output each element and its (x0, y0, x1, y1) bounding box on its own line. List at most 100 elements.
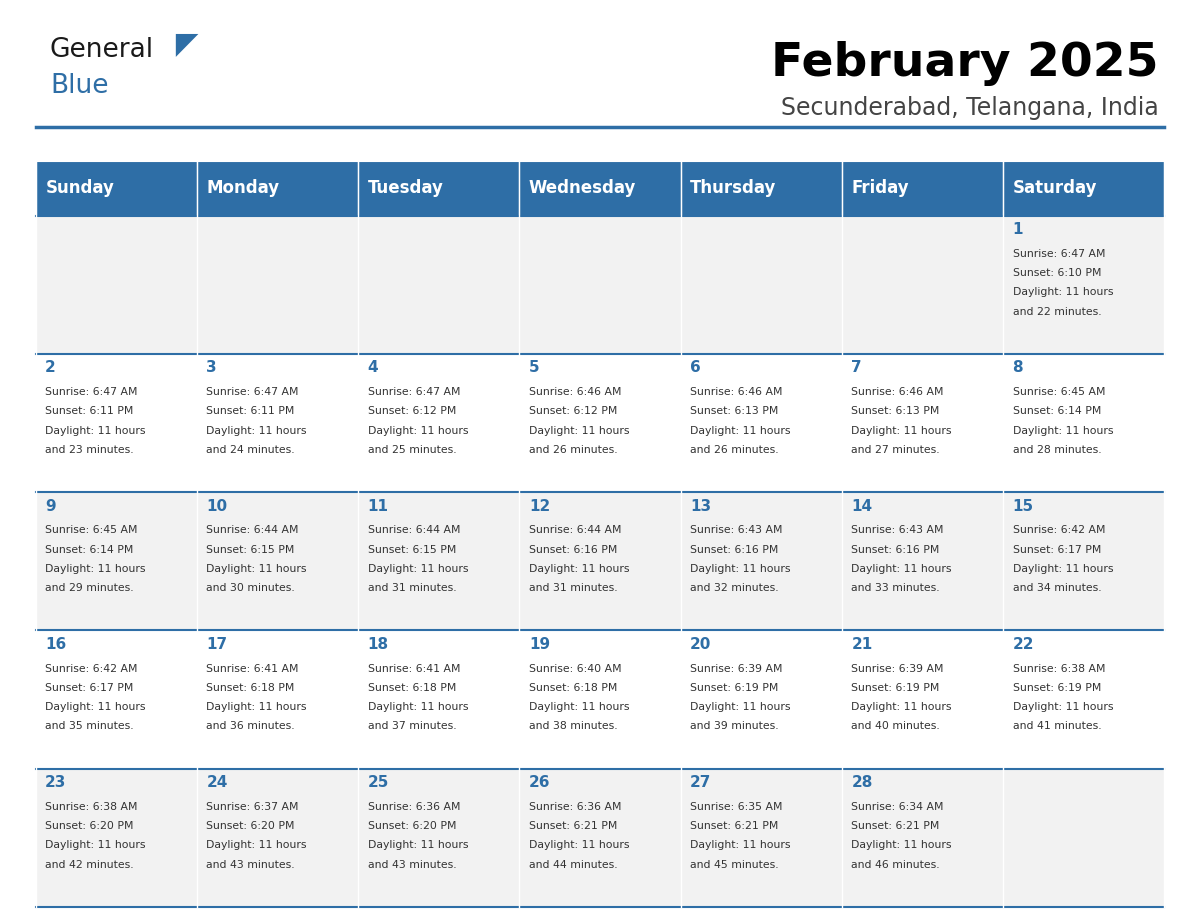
Text: Daylight: 11 hours: Daylight: 11 hours (1012, 702, 1113, 712)
Text: Sunday: Sunday (45, 179, 114, 197)
Text: 7: 7 (852, 361, 862, 375)
Text: General: General (50, 37, 154, 62)
Text: and 44 minutes.: and 44 minutes. (529, 859, 618, 869)
Text: 27: 27 (690, 775, 712, 790)
Text: Sunset: 6:14 PM: Sunset: 6:14 PM (45, 544, 133, 554)
Bar (681, 161, 842, 216)
Text: and 41 minutes.: and 41 minutes. (1012, 722, 1101, 732)
Text: Sunrise: 6:46 AM: Sunrise: 6:46 AM (690, 387, 783, 397)
Text: Wednesday: Wednesday (529, 179, 637, 197)
Text: and 31 minutes.: and 31 minutes. (529, 583, 618, 593)
Text: and 28 minutes.: and 28 minutes. (1012, 445, 1101, 454)
Text: Daylight: 11 hours: Daylight: 11 hours (45, 840, 146, 850)
Bar (36, 631, 197, 768)
Text: Monday: Monday (207, 179, 279, 197)
Text: and 24 minutes.: and 24 minutes. (207, 445, 295, 454)
Bar (519, 768, 681, 907)
Text: 23: 23 (45, 775, 67, 790)
Bar (197, 492, 358, 631)
Text: Sunset: 6:12 PM: Sunset: 6:12 PM (529, 407, 618, 416)
Text: Daylight: 11 hours: Daylight: 11 hours (690, 702, 790, 712)
Text: 25: 25 (367, 775, 388, 790)
Text: Sunrise: 6:45 AM: Sunrise: 6:45 AM (45, 525, 138, 535)
Text: Sunset: 6:16 PM: Sunset: 6:16 PM (690, 544, 778, 554)
Text: Daylight: 11 hours: Daylight: 11 hours (367, 426, 468, 435)
Text: Sunrise: 6:39 AM: Sunrise: 6:39 AM (690, 664, 783, 674)
Text: and 42 minutes.: and 42 minutes. (45, 859, 134, 869)
Bar (681, 216, 842, 354)
Text: Sunset: 6:16 PM: Sunset: 6:16 PM (529, 544, 618, 554)
Text: 24: 24 (207, 775, 228, 790)
Bar (842, 161, 1003, 216)
Text: Saturday: Saturday (1012, 179, 1098, 197)
Text: 18: 18 (367, 637, 388, 652)
Text: Sunset: 6:17 PM: Sunset: 6:17 PM (1012, 544, 1101, 554)
Text: Daylight: 11 hours: Daylight: 11 hours (207, 840, 307, 850)
Polygon shape (176, 34, 198, 57)
Text: 21: 21 (852, 637, 872, 652)
Text: 3: 3 (207, 361, 217, 375)
Text: 11: 11 (367, 498, 388, 514)
Bar (36, 768, 197, 907)
Bar (842, 354, 1003, 492)
Text: Daylight: 11 hours: Daylight: 11 hours (529, 840, 630, 850)
Text: Daylight: 11 hours: Daylight: 11 hours (852, 840, 952, 850)
Bar (519, 631, 681, 768)
Text: Daylight: 11 hours: Daylight: 11 hours (207, 702, 307, 712)
Bar (197, 768, 358, 907)
Text: Sunrise: 6:47 AM: Sunrise: 6:47 AM (1012, 249, 1105, 259)
Text: and 40 minutes.: and 40 minutes. (852, 722, 940, 732)
Text: and 43 minutes.: and 43 minutes. (207, 859, 295, 869)
Text: Daylight: 11 hours: Daylight: 11 hours (852, 564, 952, 574)
Bar (358, 216, 519, 354)
Text: Sunrise: 6:42 AM: Sunrise: 6:42 AM (1012, 525, 1105, 535)
Text: Sunrise: 6:42 AM: Sunrise: 6:42 AM (45, 664, 138, 674)
Text: Daylight: 11 hours: Daylight: 11 hours (45, 564, 146, 574)
Text: Sunset: 6:19 PM: Sunset: 6:19 PM (1012, 683, 1101, 693)
Bar (358, 631, 519, 768)
Text: 26: 26 (529, 775, 550, 790)
Text: 17: 17 (207, 637, 227, 652)
Text: Sunrise: 6:41 AM: Sunrise: 6:41 AM (367, 664, 460, 674)
Text: Sunrise: 6:43 AM: Sunrise: 6:43 AM (852, 525, 943, 535)
Text: and 26 minutes.: and 26 minutes. (529, 445, 618, 454)
Text: Sunrise: 6:38 AM: Sunrise: 6:38 AM (1012, 664, 1105, 674)
Text: Tuesday: Tuesday (368, 179, 443, 197)
Text: Daylight: 11 hours: Daylight: 11 hours (45, 702, 146, 712)
Text: Sunrise: 6:43 AM: Sunrise: 6:43 AM (690, 525, 783, 535)
Text: Sunrise: 6:44 AM: Sunrise: 6:44 AM (207, 525, 299, 535)
Text: Daylight: 11 hours: Daylight: 11 hours (690, 840, 790, 850)
Bar (36, 216, 197, 354)
Text: and 34 minutes.: and 34 minutes. (1012, 583, 1101, 593)
Text: and 32 minutes.: and 32 minutes. (690, 583, 778, 593)
Bar (36, 492, 197, 631)
Text: Sunset: 6:15 PM: Sunset: 6:15 PM (367, 544, 456, 554)
Text: February 2025: February 2025 (771, 41, 1158, 86)
Text: and 30 minutes.: and 30 minutes. (207, 583, 295, 593)
Bar (358, 492, 519, 631)
Bar (519, 161, 681, 216)
Text: Daylight: 11 hours: Daylight: 11 hours (852, 426, 952, 435)
Text: Sunset: 6:13 PM: Sunset: 6:13 PM (690, 407, 778, 416)
Bar (519, 492, 681, 631)
Text: 28: 28 (852, 775, 873, 790)
Text: Secunderabad, Telangana, India: Secunderabad, Telangana, India (781, 96, 1158, 120)
Text: Daylight: 11 hours: Daylight: 11 hours (690, 564, 790, 574)
Text: Sunrise: 6:47 AM: Sunrise: 6:47 AM (207, 387, 299, 397)
Text: Daylight: 11 hours: Daylight: 11 hours (529, 426, 630, 435)
Text: Sunset: 6:20 PM: Sunset: 6:20 PM (45, 821, 133, 831)
Text: Sunset: 6:12 PM: Sunset: 6:12 PM (367, 407, 456, 416)
Text: Sunrise: 6:36 AM: Sunrise: 6:36 AM (529, 801, 621, 812)
Text: Daylight: 11 hours: Daylight: 11 hours (45, 426, 146, 435)
Bar (1003, 216, 1164, 354)
Text: Friday: Friday (852, 179, 909, 197)
Text: Sunrise: 6:36 AM: Sunrise: 6:36 AM (367, 801, 460, 812)
Text: Thursday: Thursday (690, 179, 777, 197)
Text: Sunset: 6:18 PM: Sunset: 6:18 PM (207, 683, 295, 693)
Text: 20: 20 (690, 637, 712, 652)
Bar (1003, 768, 1164, 907)
Text: 2: 2 (45, 361, 56, 375)
Bar (1003, 354, 1164, 492)
Text: Sunset: 6:15 PM: Sunset: 6:15 PM (207, 544, 295, 554)
Text: Daylight: 11 hours: Daylight: 11 hours (367, 702, 468, 712)
